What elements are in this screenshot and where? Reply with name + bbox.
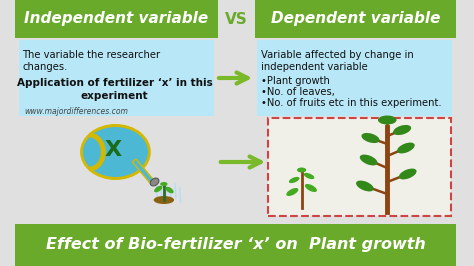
Text: The variable the researcher: The variable the researcher	[22, 50, 161, 60]
Text: •No. of fruits etc in this experiment.: •No. of fruits etc in this experiment.	[261, 98, 441, 108]
Text: www.majordifferences.com: www.majordifferences.com	[24, 107, 128, 116]
Text: •Plant growth: •Plant growth	[261, 76, 329, 86]
Bar	[218, 0, 255, 38]
Ellipse shape	[289, 177, 300, 183]
Text: Application of fertilizer ‘x’ in this: Application of fertilizer ‘x’ in this	[17, 78, 212, 88]
Text: changes.: changes.	[22, 62, 68, 72]
Ellipse shape	[165, 187, 173, 193]
Bar	[15, 0, 218, 38]
Ellipse shape	[393, 125, 411, 135]
Ellipse shape	[154, 186, 163, 192]
Ellipse shape	[154, 196, 174, 204]
Ellipse shape	[397, 143, 415, 153]
Text: Variable affected by change in: Variable affected by change in	[261, 50, 413, 60]
Text: Dependent variable: Dependent variable	[271, 11, 440, 27]
Text: experiment: experiment	[81, 91, 148, 101]
Bar	[255, 0, 456, 38]
Ellipse shape	[160, 182, 168, 186]
Ellipse shape	[362, 133, 380, 143]
Ellipse shape	[83, 127, 148, 177]
Ellipse shape	[378, 115, 397, 124]
Text: VS: VS	[225, 11, 248, 27]
Ellipse shape	[305, 184, 317, 192]
Text: independent variable: independent variable	[261, 62, 367, 72]
Text: •No. of leaves,: •No. of leaves,	[261, 87, 335, 97]
Bar	[268, 118, 451, 216]
Ellipse shape	[304, 173, 314, 179]
Ellipse shape	[297, 168, 306, 172]
Polygon shape	[132, 159, 155, 184]
Text: Independent variable: Independent variable	[24, 11, 209, 27]
Bar	[257, 40, 452, 116]
Bar	[15, 224, 456, 266]
Text: X: X	[105, 140, 122, 160]
Ellipse shape	[399, 169, 417, 180]
Ellipse shape	[286, 188, 298, 196]
Ellipse shape	[80, 124, 151, 180]
Ellipse shape	[150, 178, 159, 186]
Text: Effect of Bio-fertilizer ‘x’ on  Plant growth: Effect of Bio-fertilizer ‘x’ on Plant gr…	[46, 238, 425, 252]
Ellipse shape	[356, 181, 374, 192]
Bar	[18, 40, 214, 116]
Ellipse shape	[360, 155, 377, 165]
